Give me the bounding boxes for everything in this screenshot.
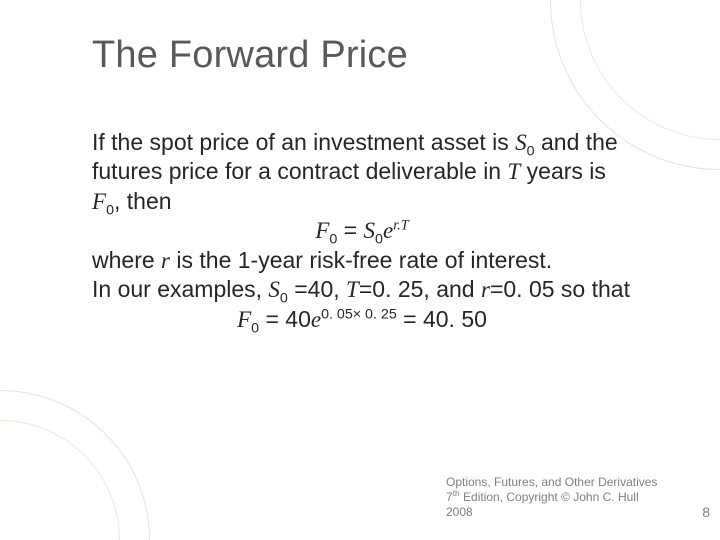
var-T: T [507, 159, 520, 184]
paragraph-1: If the spot price of an investment asset… [92, 128, 632, 216]
text: where [92, 247, 161, 273]
text: If the spot price of an investment asset… [92, 129, 515, 155]
footer-line-1: Options, Futures, and Other Derivatives [446, 475, 657, 489]
var-S: S [268, 277, 280, 302]
equation-1: F0 = S0er.T [92, 216, 632, 245]
text: =0. 25, and [359, 276, 481, 302]
footer-edition-num: 7 [446, 490, 453, 504]
text: = [337, 217, 363, 243]
equation-2: F0 = 40e0. 05× 0. 25 = 40. 50 [92, 305, 632, 334]
footer-th: th [453, 488, 460, 498]
var-S: S [515, 130, 527, 155]
page-number: 8 [702, 504, 710, 520]
paragraph-2: where r is the 1-year risk-free rate of … [92, 246, 632, 275]
var-F: F [315, 218, 329, 243]
var-r: r [161, 248, 170, 273]
sub-zero: 0 [251, 320, 259, 336]
footer-year: 2008 [446, 505, 473, 519]
sub-zero: 0 [106, 202, 114, 218]
text: =0. 05 so that [490, 276, 630, 302]
text: = 40 [259, 306, 311, 332]
text: =40, [288, 276, 346, 302]
var-T: T [346, 277, 359, 302]
var-r: r [481, 277, 490, 302]
footer-citation: Options, Futures, and Other Derivatives … [446, 475, 676, 520]
var-S: S [364, 218, 376, 243]
footer-line-2: Edition, Copyright © John C. Hull [460, 490, 639, 504]
var-e: e [311, 307, 321, 332]
text: , then [114, 188, 172, 214]
text: years is [520, 158, 606, 184]
exp-numeric: 0. 05× 0. 25 [321, 306, 397, 322]
paragraph-3: In our examples, S0 =40, T=0. 25, and r=… [92, 275, 632, 304]
text: = 40. 50 [397, 306, 487, 332]
slide-title: The Forward Price [92, 34, 408, 77]
var-F: F [92, 189, 106, 214]
slide: The Forward Price If the spot price of a… [0, 0, 720, 540]
text: In our examples, [92, 276, 268, 302]
var-F: F [237, 307, 251, 332]
text: is the 1-year risk-free rate of interest… [170, 247, 552, 273]
var-e: e [383, 218, 393, 243]
exp-rT: r.T [393, 218, 408, 234]
slide-body: If the spot price of an investment asset… [92, 128, 632, 334]
